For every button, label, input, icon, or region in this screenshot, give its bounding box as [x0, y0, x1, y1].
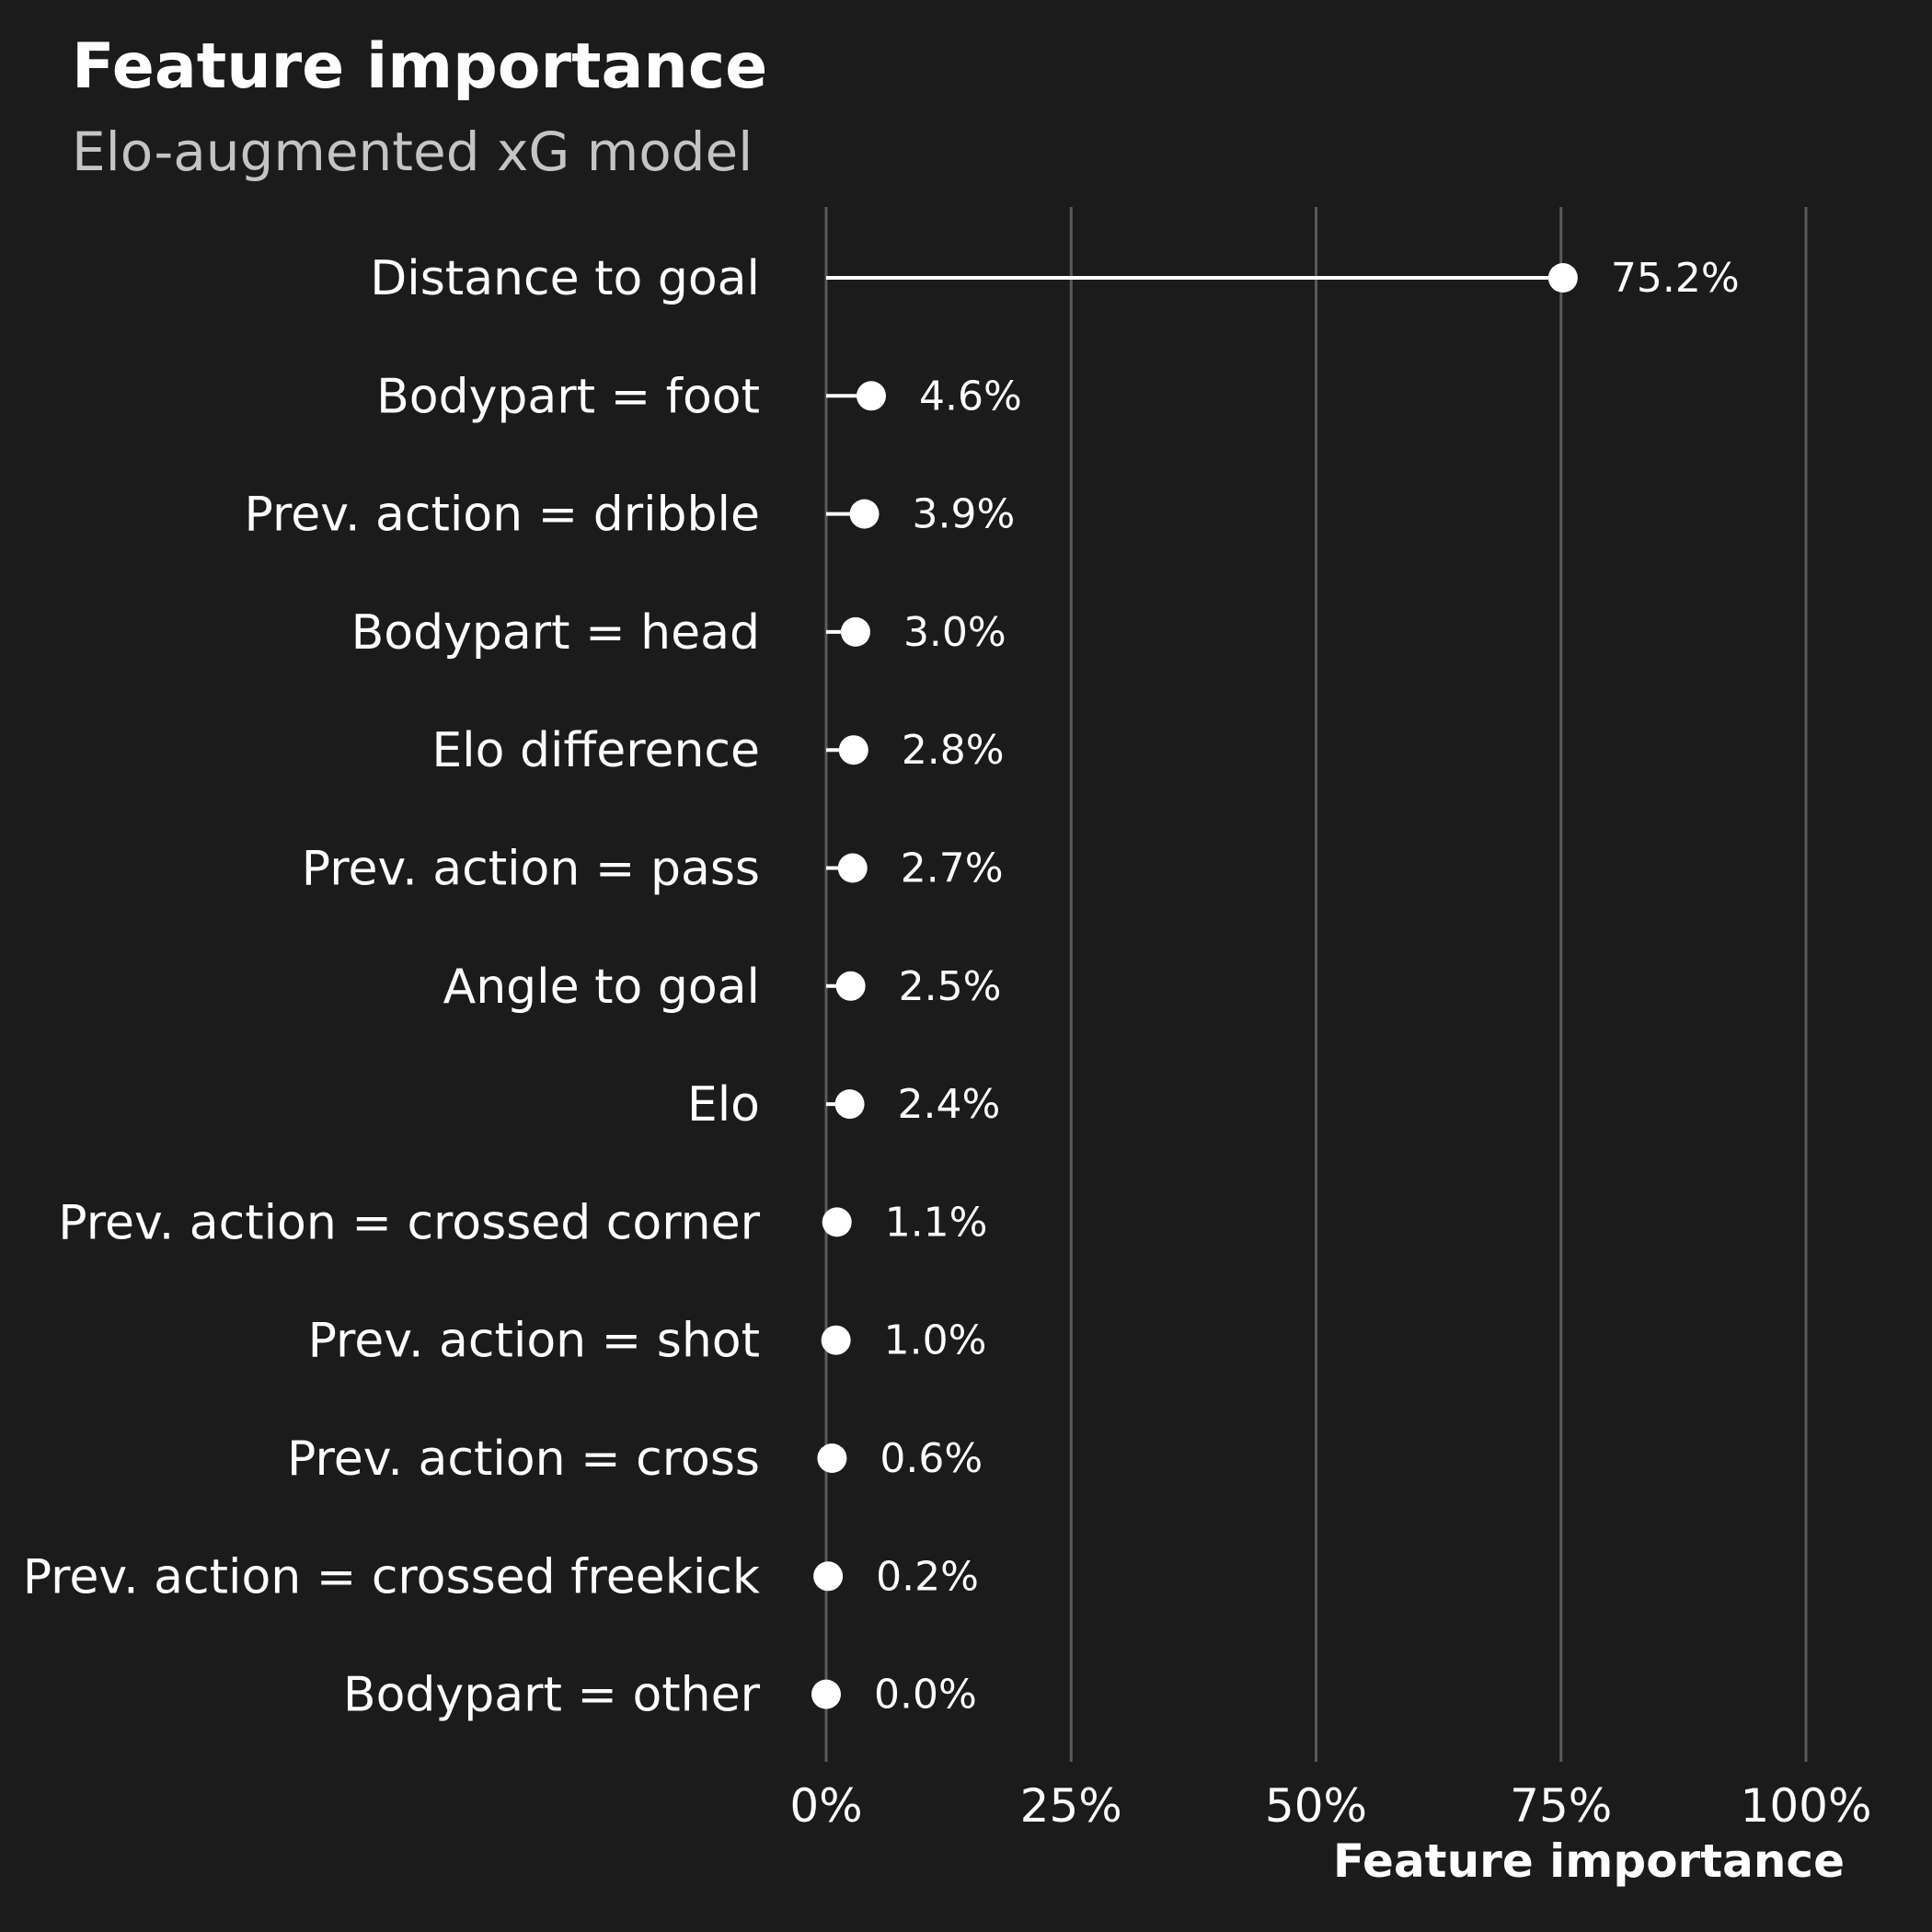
category-label-prev-action-shot: Prev. action = shot	[308, 1314, 760, 1369]
value-label-prev-action-pass: 2.7%	[901, 845, 1004, 892]
point-elo	[834, 1089, 865, 1120]
x-axis-ticks: 0% 25% 50% 75% 100%	[789, 1779, 1871, 1833]
value-labels: 75.2% 4.6% 3.9% 3.0% 2.8% 2.7% 2.5% 2.4% 1.1% 1.0…	[874, 255, 1740, 1719]
category-label-prev-action-cross: Prev. action = cross	[287, 1432, 760, 1487]
chart-subtitle: Elo-augmented xG model	[72, 121, 753, 183]
value-label-bodypart-foot: 4.6%	[919, 373, 1022, 420]
value-label-bodypart-head: 3.0%	[903, 609, 1006, 656]
category-labels: Distance to goal Bodypart = foot Prev. act…	[23, 251, 761, 1723]
point-prev-action-cross	[817, 1443, 847, 1473]
category-label-prev-action-pass: Prev. action = pass	[302, 842, 760, 897]
value-label-prev-action-cross: 0.6%	[880, 1435, 983, 1482]
value-label-bodypart-other: 0.0%	[874, 1672, 977, 1719]
value-label-prev-action-crossed-freekick: 0.2%	[876, 1553, 979, 1600]
x-tick-label-50: 50%	[1265, 1779, 1367, 1833]
point-prev-action-crossed-freekick	[813, 1561, 844, 1592]
lollipop-marks	[811, 263, 1578, 1709]
category-label-prev-action-crossed-freekick: Prev. action = crossed freekick	[23, 1549, 760, 1604]
point-prev-action-shot	[821, 1325, 851, 1355]
category-label-angle-to-goal: Angle to goal	[443, 960, 760, 1015]
value-label-prev-action-dribble: 3.9%	[913, 491, 1016, 538]
point-elo-difference	[838, 735, 868, 765]
x-tick-label-100: 100%	[1741, 1779, 1872, 1833]
category-label-prev-action-dribble: Prev. action = dribble	[245, 488, 760, 543]
point-prev-action-dribble	[849, 499, 880, 529]
point-prev-action-crossed-corner	[822, 1207, 852, 1237]
point-bodypart-foot	[856, 381, 886, 411]
x-tick-label-0: 0%	[789, 1779, 862, 1833]
x-tick-label-75: 75%	[1510, 1779, 1612, 1833]
category-label-distance-to-goal: Distance to goal	[370, 251, 760, 306]
x-tick-label-25: 25%	[1020, 1779, 1122, 1833]
value-label-angle-to-goal: 2.5%	[899, 963, 1002, 1010]
point-prev-action-pass	[837, 853, 868, 883]
point-angle-to-goal	[835, 971, 866, 1001]
point-bodypart-other	[811, 1679, 841, 1709]
category-label-prev-action-crossed-corner: Prev. action = crossed corner	[58, 1195, 760, 1250]
x-axis-title: Feature importance	[1333, 1834, 1845, 1888]
point-bodypart-head	[840, 616, 870, 647]
gridlines	[824, 207, 1808, 1762]
value-label-distance-to-goal: 75.2%	[1611, 255, 1740, 302]
category-label-elo: Elo	[687, 1077, 760, 1133]
category-label-bodypart-other: Bodypart = other	[343, 1668, 761, 1723]
value-label-prev-action-shot: 1.0%	[884, 1317, 987, 1364]
value-label-elo: 2.4%	[898, 1081, 1001, 1128]
value-label-elo-difference: 2.8%	[902, 727, 1005, 774]
category-label-bodypart-head: Bodypart = head	[351, 605, 760, 661]
category-label-elo-difference: Elo difference	[431, 723, 760, 778]
category-label-bodypart-foot: Bodypart = foot	[376, 369, 760, 424]
point-distance-to-goal	[1547, 263, 1578, 293]
chart-title: Feature importance	[72, 30, 767, 103]
value-label-prev-action-crossed-corner: 1.1%	[885, 1199, 988, 1246]
